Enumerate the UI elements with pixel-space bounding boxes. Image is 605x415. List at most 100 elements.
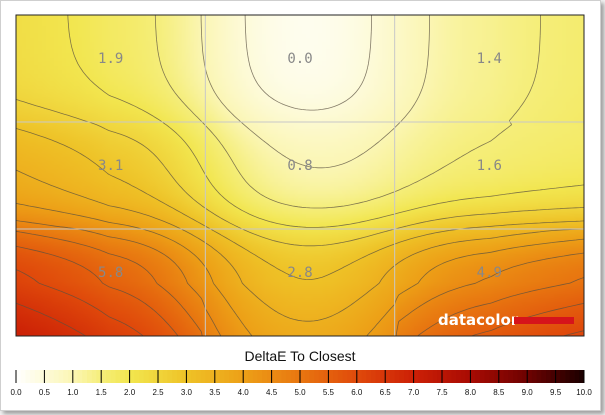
legend-swatch [550,370,556,383]
legend-swatch [389,370,396,383]
datacolor-logo: datacolor [438,311,574,329]
legend-swatch [427,370,433,383]
legend-tick-label: 1.0 [67,388,79,397]
legend-swatch [44,370,50,383]
legend-swatch [508,370,514,383]
legend-tick-label: 6.5 [380,388,392,397]
legend-title: DeltaE To Closest [244,348,355,364]
legend-swatch [68,370,74,383]
legend-swatch [233,370,239,383]
legend-swatch [247,370,254,383]
legend-tick-label: 2.0 [124,388,136,397]
legend-tick-label: 9.5 [550,388,562,397]
legend-swatch [560,370,566,383]
legend-swatch [257,370,263,383]
legend-swatch [304,370,310,383]
legend-tick-label: 0.5 [39,388,51,397]
legend-tick-label: 4.5 [266,388,278,397]
legend-swatch [110,370,116,383]
legend-swatch [49,370,55,383]
legend-swatch [484,370,490,383]
legend-swatch [120,370,126,383]
legend-swatch [276,370,282,383]
contour-line [16,269,584,336]
legend-swatch [115,370,121,383]
legend-swatch [210,370,216,383]
legend-swatch [394,370,400,383]
legend-swatch [295,370,301,383]
legend-swatch [143,370,149,383]
legend-tick-label: 3.0 [181,388,193,397]
cell-value-label: 1.4 [477,51,502,67]
cell-value-label: 0.8 [287,158,312,174]
legend-swatch [200,370,206,383]
legend-swatch [442,370,448,383]
legend-swatch [105,370,112,383]
legend-swatch [423,370,429,383]
legend-swatch [555,370,561,383]
legend-swatch [281,370,287,383]
legend-swatch [494,370,500,383]
cell-value-label: 3.1 [98,158,123,174]
legend-swatch [195,370,201,383]
legend-swatch [124,370,130,383]
legend-swatch [129,370,135,383]
datacolor-logo-accent-bar [514,317,574,324]
legend-swatch [252,370,258,383]
legend-swatch [385,370,391,383]
contour-line [16,99,584,247]
legend-swatch [314,370,320,383]
cell-value-label: 0.0 [287,51,312,67]
legend-swatch [451,370,457,383]
legend-tick-label: 7.5 [436,388,448,397]
legend-swatch [470,370,476,383]
legend-swatch [148,370,154,383]
contour-lines [16,15,584,336]
legend-swatch [238,370,244,383]
legend-tick-label: 5.5 [323,388,335,397]
legend-swatch [309,370,315,383]
legend-swatch [224,370,230,383]
legend-swatch [63,370,69,383]
plot-grid [16,15,584,336]
legend-swatch [536,370,542,383]
legend-tick-label: 4.0 [238,388,250,397]
legend-swatch [243,370,249,383]
legend-swatch [186,370,192,383]
legend-swatch [574,370,580,383]
legend-swatch [139,370,145,383]
legend-swatch [404,370,410,383]
legend-swatch [437,370,443,383]
legend-swatch [333,370,339,383]
contour-line [200,15,430,169]
legend-swatch [347,370,353,383]
legend-swatch [380,370,386,383]
legend-swatch [82,370,88,383]
legend-swatch [262,370,268,383]
legend-swatch [527,370,533,383]
cell-value-label: 1.6 [477,158,502,174]
plot-border [15,14,585,337]
legend-swatch [167,370,173,383]
legend-swatch [134,370,140,383]
colorscale-ticks: 0.0 0.5 1.0 1.5 2.0 2.5 3.0 3.5 4.0 4.5 5.0 5.5 6.0 6… [10,370,592,397]
legend-tick-label: 2.5 [152,388,164,397]
legend-swatch [356,370,362,383]
contour-line [16,245,584,336]
legend-swatch [541,370,547,383]
legend-swatch [34,370,41,383]
legend-tick-label: 7.0 [408,388,420,397]
legend-swatch [498,370,504,383]
legend-swatch [460,370,467,383]
contour-line [16,169,584,322]
legend-swatch [20,370,26,383]
legend-swatch [565,370,571,383]
legend-swatch [191,370,197,383]
legend-tick-label: 6.0 [351,388,363,397]
legend-swatch [58,370,64,383]
legend-swatch [479,370,485,383]
legend-swatch [361,370,367,383]
legend-swatch [399,370,405,383]
legend-swatch [366,370,372,383]
